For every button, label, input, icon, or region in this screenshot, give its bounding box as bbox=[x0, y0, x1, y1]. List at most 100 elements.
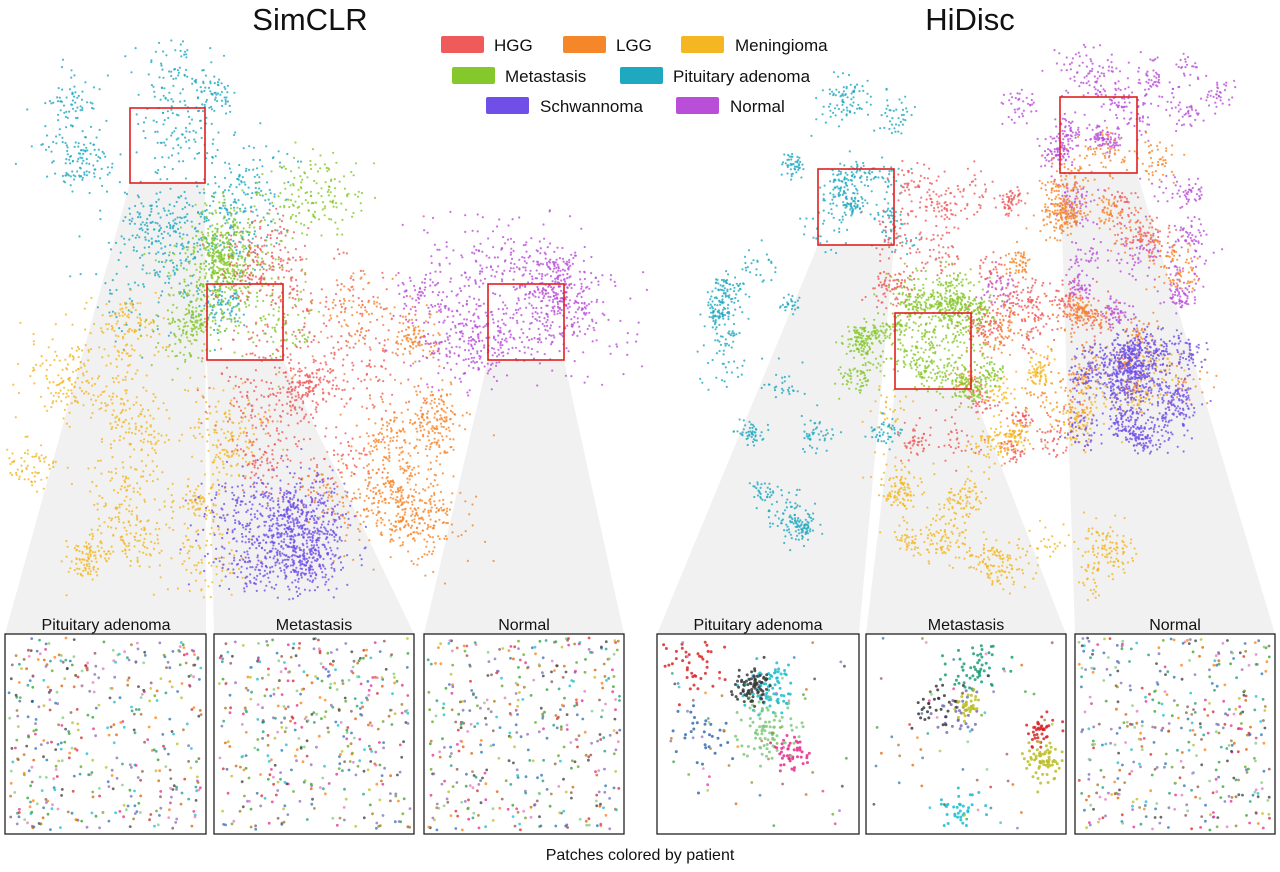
scatter-point bbox=[203, 217, 206, 220]
scatter-point bbox=[431, 281, 434, 284]
scatter-point bbox=[352, 211, 355, 215]
scatter-point bbox=[214, 155, 217, 158]
scatter-point bbox=[210, 526, 213, 530]
scatter-point bbox=[158, 333, 161, 336]
scatter-point bbox=[397, 342, 400, 345]
scatter-point bbox=[165, 408, 168, 412]
scatter-point bbox=[123, 499, 126, 502]
scatter-point bbox=[50, 150, 53, 153]
scatter-point bbox=[204, 579, 207, 582]
scatter-point bbox=[161, 346, 164, 349]
scatter-point bbox=[415, 531, 419, 534]
scatter-point bbox=[141, 544, 145, 547]
scatter-point bbox=[75, 544, 78, 547]
scatter-point bbox=[110, 526, 113, 529]
scatter-point bbox=[392, 483, 395, 486]
scatter-point bbox=[373, 300, 376, 303]
scatter-point bbox=[124, 216, 127, 219]
scatter-point bbox=[122, 421, 125, 424]
scatter-point bbox=[14, 162, 17, 165]
scatter-point bbox=[127, 477, 130, 480]
scatter-point bbox=[248, 274, 252, 277]
scatter-point bbox=[191, 545, 194, 549]
scatter-point bbox=[195, 268, 198, 271]
scatter-point bbox=[121, 550, 124, 553]
scatter-point bbox=[367, 313, 371, 316]
scatter-point bbox=[237, 255, 240, 258]
scatter-point bbox=[115, 316, 118, 319]
scatter-point bbox=[275, 207, 278, 210]
scatter-point bbox=[292, 367, 295, 370]
scatter-point bbox=[426, 417, 429, 420]
scatter-point bbox=[438, 402, 441, 405]
scatter-point bbox=[368, 394, 371, 397]
scatter-point bbox=[280, 220, 283, 223]
scatter-point bbox=[350, 170, 353, 174]
scatter-point bbox=[322, 322, 325, 325]
scatter-point bbox=[387, 501, 390, 505]
scatter-point bbox=[307, 209, 310, 212]
scatter-point bbox=[343, 521, 346, 524]
scatter-point bbox=[389, 312, 392, 315]
scatter-point bbox=[258, 448, 261, 451]
scatter-point bbox=[401, 420, 404, 423]
scatter-point bbox=[390, 493, 393, 496]
scatter-point bbox=[199, 244, 202, 247]
scatter-point bbox=[320, 187, 323, 190]
scatter-point bbox=[233, 277, 236, 280]
scatter-point bbox=[228, 304, 232, 307]
scatter-point bbox=[312, 457, 316, 460]
scatter-point bbox=[95, 136, 98, 139]
scatter-point bbox=[409, 474, 412, 477]
scatter-point bbox=[290, 193, 294, 196]
scatter-point bbox=[233, 264, 236, 267]
scatter-point bbox=[241, 457, 244, 460]
scatter-point bbox=[381, 500, 384, 503]
scatter-point bbox=[278, 306, 281, 309]
scatter-point bbox=[170, 39, 173, 42]
scatter-point bbox=[55, 142, 58, 145]
scatter-point bbox=[212, 200, 215, 203]
scatter-point bbox=[249, 476, 252, 479]
scatter-point bbox=[260, 379, 263, 382]
scatter-point bbox=[65, 96, 68, 99]
scatter-point bbox=[290, 385, 293, 389]
scatter-point bbox=[272, 204, 275, 208]
scatter-point bbox=[238, 207, 242, 210]
scatter-point bbox=[332, 346, 335, 349]
scatter-point bbox=[272, 257, 275, 260]
scatter-point bbox=[81, 178, 84, 181]
scatter-point bbox=[145, 221, 148, 224]
scatter-point bbox=[226, 430, 230, 433]
scatter-point bbox=[214, 234, 217, 237]
scatter-point bbox=[376, 318, 379, 321]
scatter-point bbox=[358, 538, 361, 542]
scatter-point bbox=[204, 509, 208, 512]
scatter-point bbox=[85, 545, 88, 548]
scatter-point bbox=[549, 324, 553, 327]
scatter-point bbox=[254, 415, 257, 418]
scatter-point bbox=[169, 244, 172, 247]
scatter-point bbox=[216, 231, 219, 234]
scatter-point bbox=[162, 123, 165, 126]
scatter-point bbox=[339, 413, 342, 416]
scatter-point bbox=[200, 460, 203, 463]
scatter-point bbox=[86, 149, 89, 152]
scatter-point bbox=[209, 266, 212, 269]
scatter-point bbox=[256, 245, 259, 248]
scatter-point bbox=[172, 266, 176, 269]
scatter-point bbox=[402, 353, 405, 356]
scatter-point bbox=[79, 105, 82, 108]
scatter-point bbox=[210, 108, 213, 111]
scatter-point bbox=[111, 328, 114, 331]
scatter-point bbox=[100, 167, 103, 170]
scatter-point bbox=[410, 560, 413, 563]
scatter-point bbox=[155, 192, 158, 195]
scatter-point bbox=[359, 277, 362, 280]
scatter-point bbox=[71, 91, 74, 94]
scatter-point bbox=[170, 259, 173, 262]
scatter-point bbox=[215, 246, 218, 249]
scatter-point bbox=[429, 497, 432, 501]
scatter-point bbox=[40, 478, 43, 481]
scatter-point bbox=[45, 134, 49, 137]
